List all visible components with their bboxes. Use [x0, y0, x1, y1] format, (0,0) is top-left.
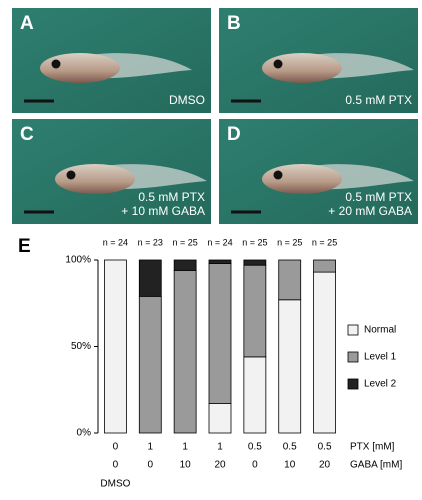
n-label: n = 24	[103, 237, 128, 247]
bar-segment	[173, 269, 197, 434]
legend-label: Normal	[364, 325, 396, 336]
ptx-label: 1	[217, 442, 223, 453]
legend-label: Level 2	[364, 379, 397, 390]
bar-segment	[243, 264, 267, 358]
tadpole-body	[262, 53, 342, 83]
ptx-label: 0.5	[248, 442, 262, 453]
panel-caption: + 20 mM GABA	[328, 204, 412, 218]
ptx-label: 1	[182, 442, 188, 453]
ptx-label: 1	[148, 442, 154, 453]
tadpole-body	[55, 164, 135, 194]
y-tick-label: 100%	[65, 255, 91, 266]
photo-panel: B 0.5 mM PTX	[219, 8, 418, 113]
bar-segment	[138, 295, 162, 434]
gaba-label: 20	[214, 460, 226, 471]
bar-segment	[243, 259, 267, 266]
n-label: n = 25	[242, 237, 267, 247]
row-label: PTX [mM]	[350, 442, 395, 453]
y-tick-label: 0%	[77, 428, 92, 439]
panel-label: B	[227, 13, 241, 34]
tadpole-body	[262, 164, 342, 194]
panel-caption: 0.5 mM PTX	[345, 93, 412, 107]
bar-segment	[138, 259, 162, 297]
legend-swatch	[347, 324, 359, 336]
ptx-label: 0	[113, 442, 119, 453]
bar-segment	[104, 259, 127, 434]
panel-caption: 0.5 mM PTX	[345, 190, 412, 204]
ptx-label: 0.5	[318, 442, 332, 453]
photo-panel: A DMSO	[12, 8, 211, 113]
gaba-label: 0	[252, 460, 258, 471]
n-label: n = 25	[173, 237, 198, 247]
tadpole-eye	[51, 59, 61, 69]
bar-segment	[173, 259, 197, 271]
ptx-label: 0.5	[283, 442, 297, 453]
gaba-label: 0	[113, 460, 119, 471]
control-label: DMSO	[100, 479, 130, 490]
tadpole-eye	[273, 170, 283, 180]
legend-swatch	[347, 378, 359, 390]
bar-segment	[278, 259, 302, 301]
gaba-label: 20	[319, 460, 331, 471]
bar-segment	[208, 403, 232, 434]
tadpole-body	[40, 53, 120, 83]
panel-caption: + 10 mM GABA	[121, 204, 205, 218]
gaba-label: 10	[180, 460, 192, 471]
legend-label: Level 1	[364, 352, 397, 363]
tadpole-eye	[66, 170, 76, 180]
gaba-label: 0	[148, 460, 154, 471]
panel-label: A	[20, 13, 34, 34]
panel-label: D	[227, 124, 241, 145]
panel-caption: DMSO	[169, 93, 205, 107]
n-label: n = 23	[138, 237, 163, 247]
bar-segment	[208, 259, 232, 264]
panel-label: E	[18, 236, 31, 257]
bar-segment	[313, 259, 336, 273]
photo-panel: D 0.5 mM PTX+ 20 mM GABA	[219, 119, 418, 224]
panel-caption: 0.5 mM PTX	[138, 190, 205, 204]
bar-segment	[208, 263, 232, 404]
gaba-label: 10	[284, 460, 296, 471]
n-label: n = 24	[207, 237, 232, 247]
bar-segment	[313, 271, 336, 434]
n-label: n = 25	[277, 237, 302, 247]
row-label: GABA [mM]	[350, 460, 402, 471]
legend-swatch	[347, 351, 359, 363]
photo-panel: C 0.5 mM PTX+ 10 mM GABA	[12, 119, 211, 224]
panel-label: C	[20, 124, 34, 145]
bar-segment	[278, 299, 302, 434]
y-tick-label: 50%	[71, 341, 91, 352]
bar-segment	[243, 356, 267, 434]
n-label: n = 25	[312, 237, 337, 247]
tadpole-eye	[273, 59, 283, 69]
